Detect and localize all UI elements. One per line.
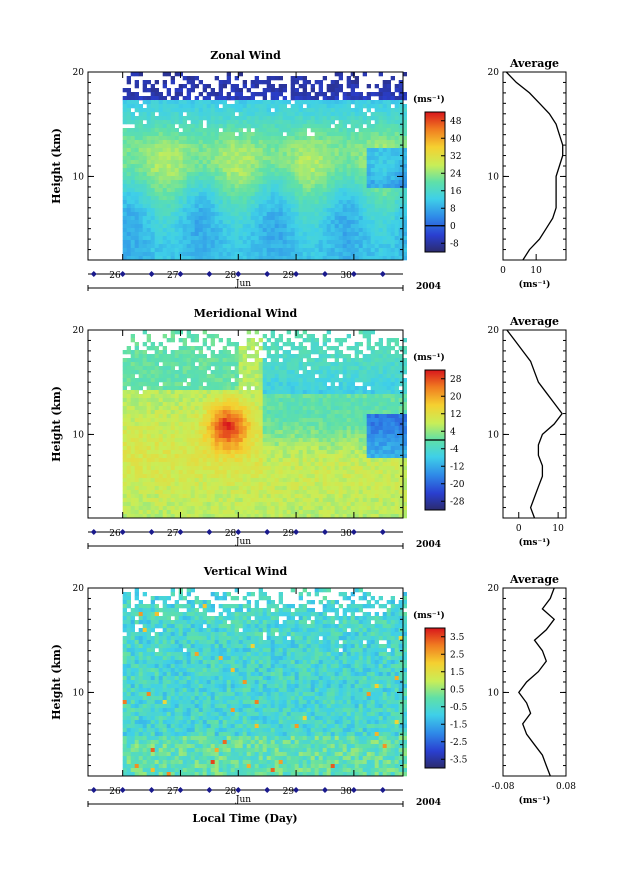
colorbar-tick-label: -3.5 xyxy=(450,755,468,765)
profile-y-tick-label: 10 xyxy=(488,430,500,440)
profile-xlabel: (ms⁻¹) xyxy=(519,279,551,290)
x-tick-label: 26 xyxy=(109,271,121,281)
heatmap-field xyxy=(122,588,407,777)
colorbar-tick-label: 16 xyxy=(450,187,462,197)
x-tick-label: 30 xyxy=(340,271,352,281)
heatmap-field xyxy=(122,72,407,261)
profile-x-tick-label: -0.08 xyxy=(491,782,514,792)
profile-x-tick-label: 0 xyxy=(500,266,506,276)
colorbar-tick-label: -28 xyxy=(450,497,465,507)
colorbar-tick-label: 28 xyxy=(450,375,462,385)
colorbar-unit: (ms⁻¹) xyxy=(413,610,445,621)
month-label: Jun xyxy=(235,537,251,547)
colorbar-tick-label: 3.5 xyxy=(450,633,465,643)
colorbar-unit: (ms⁻¹) xyxy=(413,352,445,363)
y-tick-label: 10 xyxy=(73,172,85,182)
y-axis-label: Height (km) xyxy=(50,386,63,462)
month-label: Jun xyxy=(235,795,251,805)
y-tick-label: 20 xyxy=(73,68,85,78)
month-label: Jun xyxy=(235,279,251,289)
profile-x-tick-label: 10 xyxy=(552,524,564,534)
profile-xlabel: (ms⁻¹) xyxy=(519,795,551,806)
x-tick-label: 28 xyxy=(225,529,237,539)
figure-xlabel: Local Time (Day) xyxy=(192,812,297,825)
panel-1: Meridional Wind 10 20 Height (km) 26 27 28 29 30… xyxy=(50,307,567,550)
x-tick-label: 27 xyxy=(167,271,179,281)
colorbar-tick-label: 32 xyxy=(450,152,461,162)
profile-x-tick-label: 0 xyxy=(516,524,522,534)
x-tick-label: 29 xyxy=(283,271,295,281)
colorbar-tick-label: 40 xyxy=(450,134,462,144)
colorbar-tick-label: 4 xyxy=(450,427,456,437)
colorbar-tick-label: 20 xyxy=(450,392,462,402)
profile-line xyxy=(517,587,556,777)
panel-title: Zonal Wind xyxy=(210,49,281,62)
profile-xlabel: (ms⁻¹) xyxy=(519,537,551,548)
colorbar-tick-label: -12 xyxy=(450,462,465,472)
panel-title: Meridional Wind xyxy=(194,307,298,320)
colorbar-tick-label: 24 xyxy=(450,169,462,179)
x-tick-label: 28 xyxy=(225,271,237,281)
profile-title: Average xyxy=(509,573,559,586)
profile-y-tick-label: 20 xyxy=(488,326,500,336)
year-label: 2004 xyxy=(416,282,441,292)
profile-line xyxy=(506,329,563,519)
colorbar-tick-label: 1.5 xyxy=(450,668,465,678)
panel-0: Zonal Wind 10 20 Height (km) 26 27 28 29 30 Jun 20… xyxy=(50,49,567,292)
x-tick-label: 26 xyxy=(109,529,121,539)
colorbar-tick-label: 0 xyxy=(450,222,456,232)
profile-y-tick-label: 20 xyxy=(488,68,500,78)
x-tick-label: 30 xyxy=(340,787,352,797)
colorbar xyxy=(424,627,446,769)
y-tick-label: 10 xyxy=(73,430,85,440)
colorbar-tick-label: -1.5 xyxy=(450,720,468,730)
profile-y-tick-label: 10 xyxy=(488,172,500,182)
profile-y-tick-label: 10 xyxy=(488,688,500,698)
year-label: 2004 xyxy=(416,798,441,808)
colorbar-tick-label: -2.5 xyxy=(450,738,468,748)
x-tick-label: 27 xyxy=(167,787,179,797)
profile-y-tick-label: 20 xyxy=(488,584,500,594)
colorbar-tick-label: -0.5 xyxy=(450,703,468,713)
panel-2: Vertical Wind 10 20 Height (km) 26 27 28 29 30 Ju… xyxy=(50,565,576,808)
y-axis-label: Height (km) xyxy=(50,644,63,720)
y-axis-label: Height (km) xyxy=(50,128,63,204)
profile-frame xyxy=(502,71,567,261)
colorbar-tick-label: -8 xyxy=(450,239,459,249)
colorbar-tick-label: 0.5 xyxy=(450,685,465,695)
year-label: 2004 xyxy=(416,540,441,550)
colorbar-tick-label: 12 xyxy=(450,410,461,420)
x-tick-label: 26 xyxy=(109,787,121,797)
x-tick-label: 27 xyxy=(167,529,179,539)
colorbar-tick-label: -4 xyxy=(450,445,459,455)
y-tick-label: 20 xyxy=(73,584,85,594)
panel-title: Vertical Wind xyxy=(203,565,288,578)
profile-x-tick-label: 10 xyxy=(530,266,542,276)
profile-title: Average xyxy=(509,315,559,328)
heatmap-field xyxy=(122,330,407,519)
colorbar xyxy=(424,111,446,253)
x-tick-label: 28 xyxy=(225,787,237,797)
y-tick-label: 10 xyxy=(73,688,85,698)
colorbar-tick-label: 48 xyxy=(450,117,462,127)
x-tick-label: 30 xyxy=(340,529,352,539)
profile-x-tick-label: 0.08 xyxy=(556,782,576,792)
colorbar-tick-label: 8 xyxy=(450,204,456,214)
colorbar-tick-label: 2.5 xyxy=(450,650,465,660)
colorbar-unit: (ms⁻¹) xyxy=(413,94,445,105)
x-tick-label: 29 xyxy=(283,529,295,539)
colorbar-tick-label: -20 xyxy=(450,480,465,490)
y-tick-label: 20 xyxy=(73,326,85,336)
profile-line xyxy=(505,71,564,261)
profile-frame xyxy=(502,329,567,519)
profile-title: Average xyxy=(509,57,559,70)
x-tick-label: 29 xyxy=(283,787,295,797)
profile-frame xyxy=(502,587,567,777)
